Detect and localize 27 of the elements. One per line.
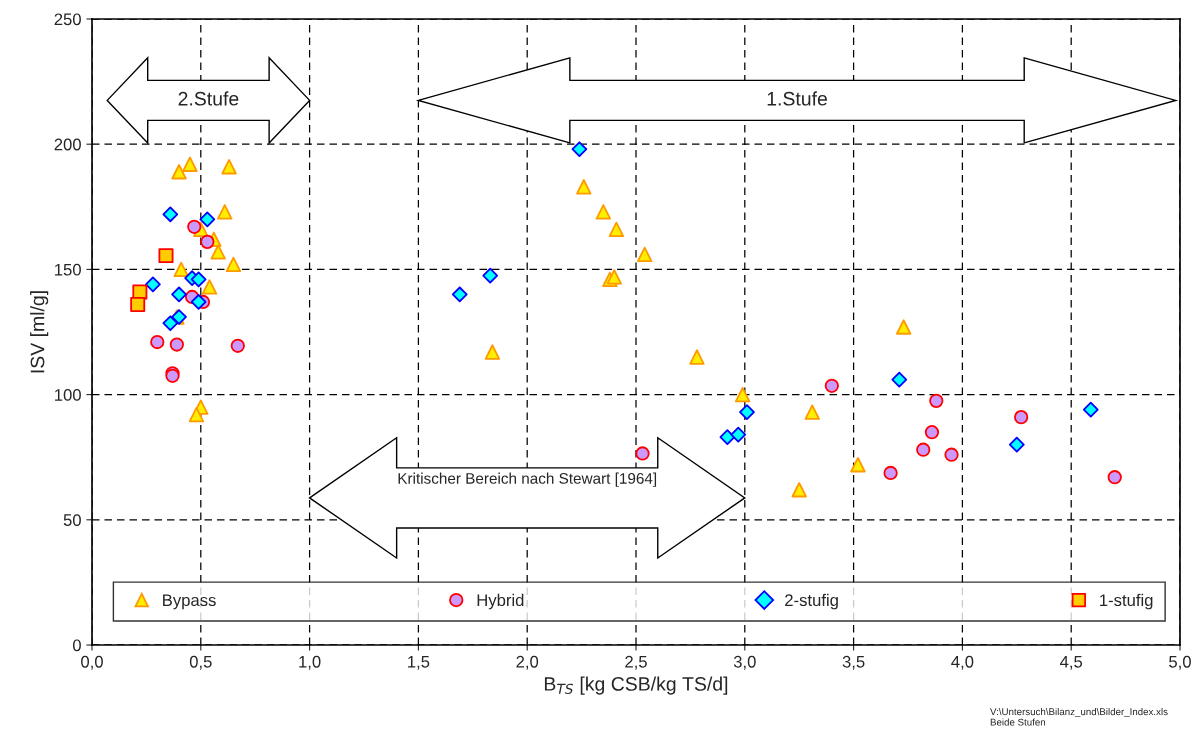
y-tick-label: 100 — [55, 389, 81, 401]
x-tick-label: 4,5 — [1060, 656, 1083, 670]
y-tick-label: 250 — [54, 13, 81, 26]
x-tick-label: 5,0 — [1169, 655, 1191, 670]
x-tick-label: 0,5 — [189, 655, 212, 670]
legend-label: 2-stufig — [785, 593, 838, 610]
x-tick-label: 3,0 — [733, 655, 756, 670]
annotation: 2.Stufe — [178, 91, 239, 106]
x-tick-label: 1,5 — [408, 656, 430, 670]
x-tick-label: 0,0 — [81, 655, 103, 670]
text: V:\Untersuch\Bilanz_und\Bilder_Index.xls Beide Stufen — [990, 708, 1168, 726]
x-tick-label: 2,0 — [516, 655, 539, 670]
y-tick-label: 150 — [55, 263, 81, 276]
x-axis-title: B$_{TS}$ [kg CSB/kg TS/d] — [544, 676, 728, 695]
annotation: 1.Stufe — [767, 91, 827, 106]
x-tick-label: 1,0 — [299, 655, 321, 670]
x-tick-label: 3,5 — [842, 655, 865, 670]
legend-label: 1-stufig — [1100, 593, 1153, 610]
annotation: Kritischer Bereich nach Stewart [1964] — [398, 472, 657, 487]
legend-label: Bypass — [163, 594, 216, 610]
x-tick-label: 2,5 — [625, 655, 647, 670]
y-tick-label: 200 — [54, 138, 81, 151]
y-axis-title: ISV [ml/g] — [30, 291, 49, 373]
legend-label: Hybrid — [477, 593, 524, 610]
y-tick-label: 50 — [63, 514, 81, 526]
x-tick-label: 4,0 — [951, 655, 974, 670]
y-tick-label: 0 — [72, 639, 81, 652]
